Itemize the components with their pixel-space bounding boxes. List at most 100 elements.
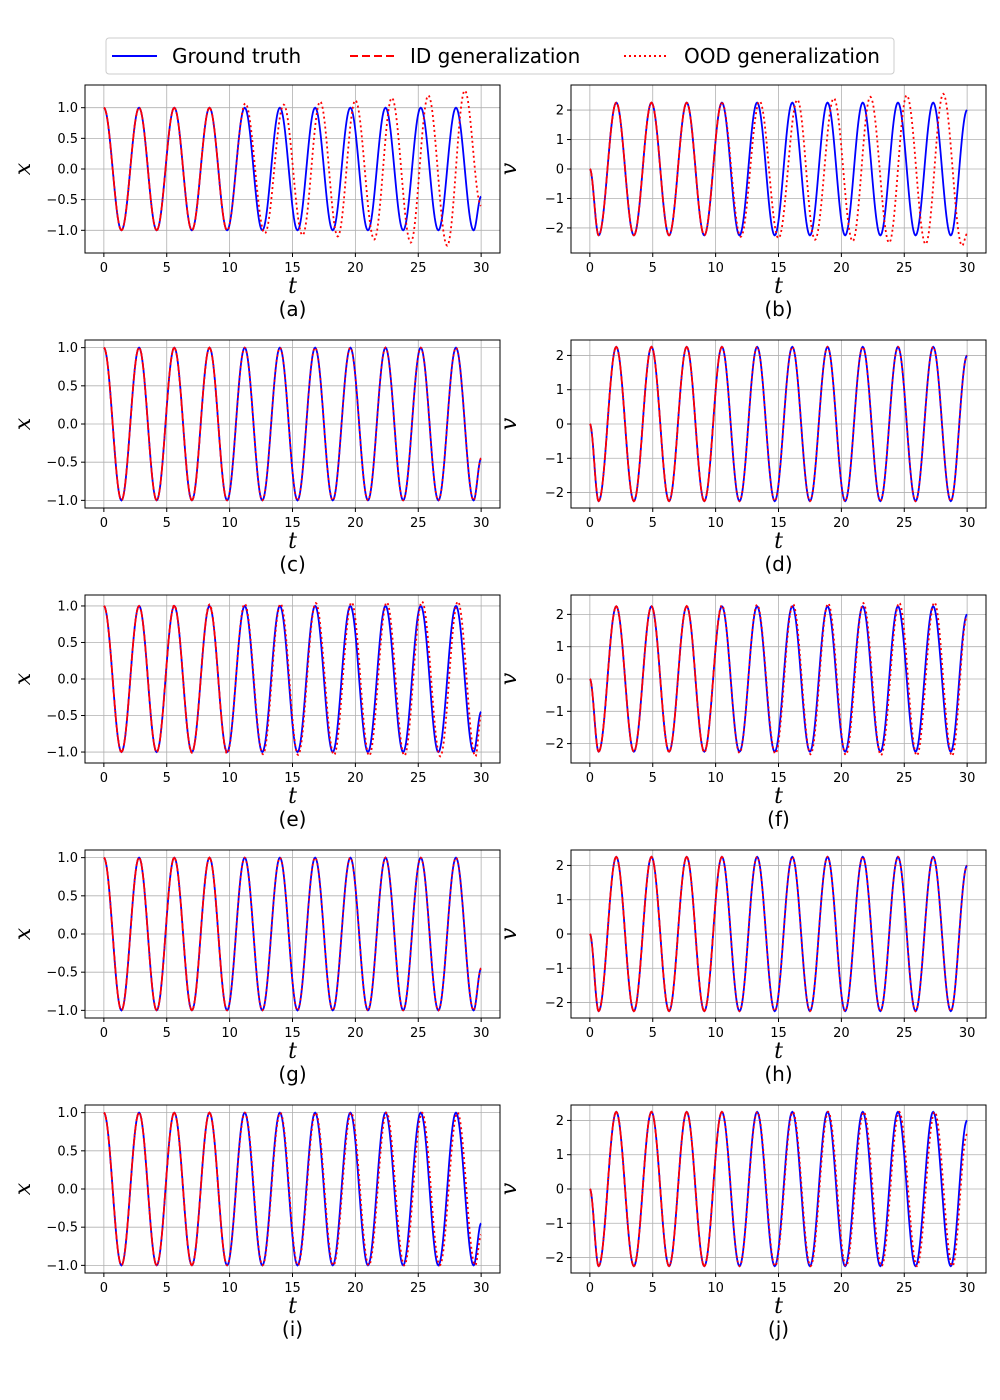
x-tick-label: 5 [163,1281,171,1296]
x-tick-label: 30 [473,1281,490,1296]
x-axis-label: t [774,529,783,554]
x-tick-label: 25 [410,771,427,786]
y-tick-label: 0.5 [57,1144,78,1159]
series-line-dotted [103,89,482,247]
series-line-dotted [589,1110,968,1268]
y-tick-label: −1 [545,192,564,207]
x-axis-label: t [288,784,297,809]
x-tick-label: 0 [100,1281,108,1296]
y-tick-label: 2 [556,349,564,364]
x-tick-label: 10 [221,771,238,786]
x-tick-label: 0 [586,261,594,276]
y-tick-label: −0.5 [46,193,78,208]
x-tick-label: 5 [649,261,657,276]
x-tick-label: 30 [473,516,490,531]
y-tick-label: 1.0 [57,101,78,116]
subplot-caption: (b) [764,297,792,321]
x-tick-label: 0 [100,1026,108,1041]
x-tick-label: 10 [221,516,238,531]
y-tick-label: −1.0 [46,746,78,761]
x-tick-label: 25 [410,516,427,531]
x-tick-label: 5 [649,1026,657,1041]
x-axis-label: t [288,1039,297,1064]
x-axis-label: t [774,784,783,809]
y-tick-label: 0.0 [57,928,78,943]
x-tick-label: 20 [833,1026,850,1041]
y-tick-label: −2 [545,737,564,752]
x-tick-label: 10 [707,771,724,786]
y-tick-label: 0 [556,1183,564,1198]
x-tick-label: 15 [770,1281,787,1296]
x-axis-label: t [288,1294,297,1319]
y-tick-label: −0.5 [46,456,78,471]
legend-label: ID generalization [410,44,580,68]
x-tick-label: 20 [347,1026,364,1041]
x-tick-label: 25 [896,261,913,276]
subplot-caption: (g) [278,1062,306,1086]
y-tick-label: 1.0 [57,599,78,614]
plot-area [103,346,482,502]
x-tick-label: 15 [770,261,787,276]
x-tick-label: 20 [347,771,364,786]
x-tick-label: 10 [707,261,724,276]
y-tick-label: −1.0 [46,1259,78,1274]
y-axis-label: x [11,1182,36,1195]
x-tick-label: 20 [833,516,850,531]
y-tick-label: 0.0 [57,673,78,688]
x-tick-label: 0 [586,1026,594,1041]
plot-area [589,1110,968,1268]
subplot-caption: (i) [282,1317,303,1341]
y-tick-label: −1.0 [46,494,78,509]
x-tick-label: 0 [100,771,108,786]
x-tick-label: 0 [586,516,594,531]
y-tick-label: 0 [556,673,564,688]
x-tick-label: 20 [833,261,850,276]
y-axis-label: v [497,1182,522,1195]
y-axis-label: v [497,927,522,940]
x-tick-label: 10 [707,1026,724,1041]
x-tick-label: 5 [163,261,171,276]
x-tick-label: 15 [770,1026,787,1041]
y-tick-label: −2 [545,221,564,236]
plot-area [589,92,968,247]
x-tick-label: 25 [896,516,913,531]
x-tick-label: 30 [959,261,976,276]
subplot-c: 0 5 10 15 20 25 30 −1.0 −0.5 0.0 0.5 1.0 t x (c) [11,339,501,576]
subplot-caption: (d) [764,552,792,576]
y-tick-label: 1.0 [57,851,78,866]
y-tick-label: −1 [545,705,564,720]
x-tick-label: 30 [959,771,976,786]
plot-area [589,855,968,1013]
y-tick-label: −0.5 [46,709,78,724]
plot-area [103,600,482,758]
y-tick-label: 0 [556,163,564,178]
y-tick-label: 0.0 [57,1183,78,1198]
subplot-h: 0 5 10 15 20 25 30 −2 −1 0 1 2 t v (h) [497,849,987,1086]
y-tick-label: −1 [545,1217,564,1232]
y-axis-label: v [497,162,522,175]
y-tick-label: −1.0 [46,224,78,239]
x-axis-label: t [774,1039,783,1064]
y-tick-label: 0 [556,928,564,943]
x-axis-label: t [774,1294,783,1319]
y-tick-label: −2 [545,996,564,1011]
y-tick-label: −2 [545,1251,564,1266]
x-tick-label: 20 [347,1281,364,1296]
x-tick-label: 25 [410,1281,427,1296]
x-tick-label: 30 [959,1281,976,1296]
x-tick-label: 15 [770,516,787,531]
x-tick-label: 25 [896,771,913,786]
x-tick-label: 0 [100,516,108,531]
x-tick-label: 30 [473,1026,490,1041]
y-tick-label: −0.5 [46,966,78,981]
y-tick-label: 2 [556,608,564,623]
x-tick-label: 30 [473,771,490,786]
y-tick-label: 2 [556,1114,564,1129]
y-tick-label: 0.5 [57,636,78,651]
subplot-a: 0 5 10 15 20 25 30 −1.0 −0.5 0.0 0.5 1.0 t x (a) [11,84,501,321]
x-tick-label: 15 [284,261,301,276]
subplot-caption: (a) [279,297,307,321]
x-tick-label: 5 [649,771,657,786]
y-tick-label: 1 [556,133,564,148]
